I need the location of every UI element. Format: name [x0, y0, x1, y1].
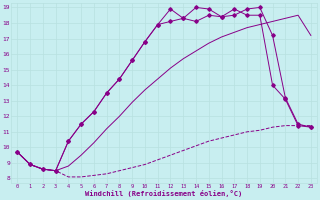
X-axis label: Windchill (Refroidissement éolien,°C): Windchill (Refroidissement éolien,°C)	[85, 190, 243, 197]
